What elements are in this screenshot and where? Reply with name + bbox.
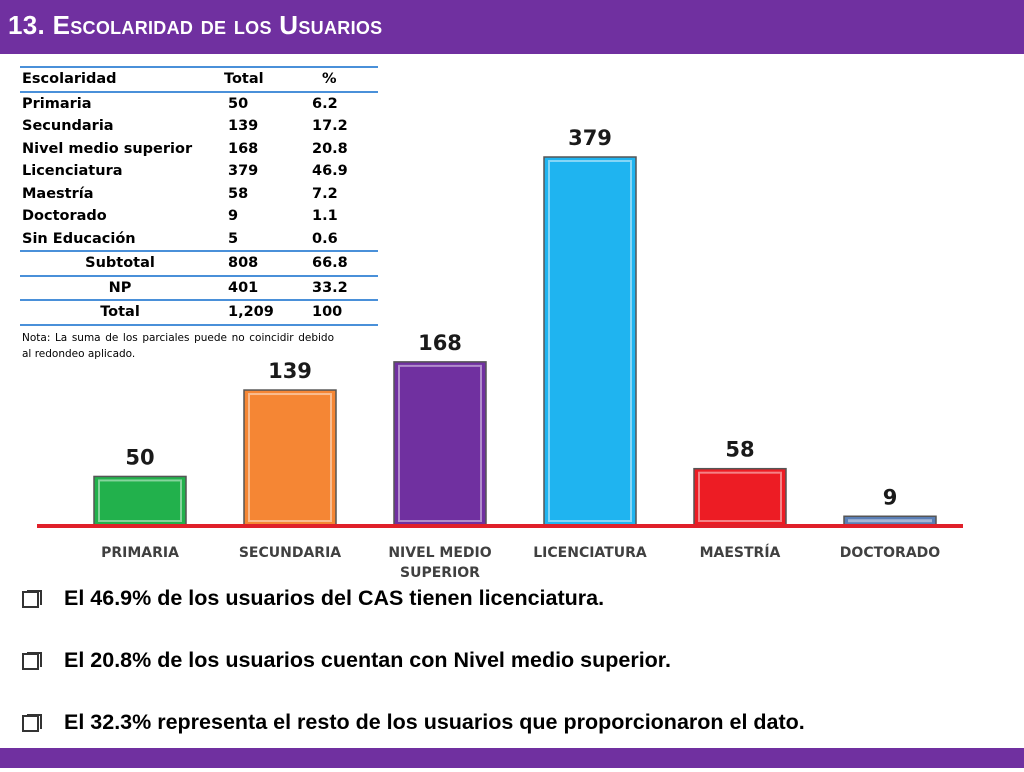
- table-cell: 1,209: [228, 304, 274, 321]
- table-cell: 808: [228, 255, 259, 272]
- table-cell: 0.6: [312, 230, 338, 247]
- category-label: PRIMARIA: [101, 545, 179, 561]
- category-label: SECUNDARIA: [239, 545, 341, 561]
- data-label: 58: [725, 438, 754, 462]
- bar: [243, 389, 337, 526]
- table-cell: Nivel medio superior: [22, 140, 193, 157]
- checkbox-bullet-icon: [22, 652, 42, 670]
- np-row: NP 401 33.2: [20, 276, 378, 300]
- table-cell: 5: [228, 230, 239, 247]
- table-cell: 168: [228, 140, 259, 157]
- table-header-cell: %: [322, 71, 337, 88]
- table-cell: Secundaria: [22, 118, 114, 135]
- bar: [393, 361, 487, 526]
- table-row: Primaria 50 6.2: [20, 92, 378, 116]
- table-cell: 20.8: [312, 140, 348, 157]
- table-cell: 50: [228, 95, 249, 112]
- category-label: NIVEL MEDIO: [388, 545, 491, 561]
- category-label: SUPERIOR: [400, 565, 480, 581]
- table-row: Maestría 58 7.2: [20, 183, 378, 206]
- data-label: 379: [568, 126, 612, 150]
- table-cell: 401: [228, 279, 259, 296]
- bullet-list: El 46.9% de los usuarios del CAS tienen …: [18, 586, 1018, 772]
- slide-title: 13. Escolaridad de los Usuarios: [8, 10, 383, 40]
- bullet-item: El 46.9% de los usuarios del CAS tienen …: [18, 586, 1018, 648]
- table-header-row: Escolaridad Total %: [20, 67, 378, 92]
- bar-chart: 50 PRIMARIA 139 SECUNDARIA 168 NIVEL MEDIO SUP…: [37, 126, 963, 581]
- table-header-cell: Escolaridad: [22, 71, 117, 88]
- checkbox-bullet-icon: [22, 714, 42, 732]
- table-row: Licenciatura 379 46.9: [20, 160, 378, 183]
- bullet-item: El 20.8% de los usuarios cuentan con Niv…: [18, 648, 1018, 710]
- bar: [93, 475, 187, 526]
- table-cell: Licenciatura: [22, 163, 123, 180]
- table-row: Nivel medio superior 168 20.8: [20, 138, 378, 161]
- table-cell: Primaria: [22, 95, 92, 112]
- bullet-item: El 32.3% representa el resto de los usua…: [18, 710, 1018, 772]
- table-cell: 1.1: [312, 208, 338, 225]
- table-cell: Doctorado: [22, 208, 107, 225]
- table-cell: 17.2: [312, 118, 348, 135]
- bullet-text: El 20.8% de los usuarios cuentan con Niv…: [64, 648, 671, 672]
- table-cell: 139: [228, 118, 259, 135]
- data-label: 168: [418, 331, 462, 355]
- table-cell: 379: [228, 163, 259, 180]
- subtotal-row: Subtotal 808 66.8: [20, 251, 378, 276]
- table-cell: 100: [312, 304, 343, 321]
- table-cell: Sin Educación: [22, 230, 136, 247]
- table-row: Secundaria 139 17.2: [20, 115, 378, 138]
- category-label: DOCTORADO: [840, 545, 940, 561]
- table-cell: 33.2: [312, 279, 348, 296]
- table-row: Doctorado 9 1.1: [20, 205, 378, 228]
- bar: [543, 156, 637, 526]
- table-cell: 66.8: [312, 255, 348, 272]
- bar-highlight: [698, 471, 782, 523]
- bar-highlight: [848, 519, 932, 523]
- bottom-bar: [0, 748, 1024, 768]
- bullet-text: El 32.3% representa el resto de los usua…: [64, 710, 805, 734]
- bullet-text: El 46.9% de los usuarios del CAS tienen …: [64, 586, 605, 610]
- bar-highlight: [548, 160, 632, 522]
- data-label: 139: [268, 359, 312, 383]
- table-cell: Total: [100, 304, 140, 321]
- bar-highlight: [248, 393, 332, 522]
- title-bar: 13. Escolaridad de los Usuarios: [0, 0, 1024, 54]
- table-cell: Maestría: [22, 185, 94, 202]
- data-label: 50: [125, 445, 154, 469]
- table-cell: 6.2: [312, 95, 338, 112]
- table-cell: 58: [228, 185, 249, 202]
- bar-highlight: [398, 364, 482, 522]
- bar: [693, 467, 787, 526]
- category-label: LICENCIATURA: [533, 545, 647, 561]
- total-row: Total 1,209 100: [20, 300, 378, 325]
- table-cell: Subtotal: [85, 255, 155, 272]
- table-cell: 46.9: [312, 163, 348, 180]
- bar-highlight: [98, 479, 182, 523]
- category-label: MAESTRÍA: [700, 544, 781, 561]
- checkbox-bullet-icon: [22, 590, 42, 608]
- table-cell: NP: [108, 279, 132, 296]
- table-cell: 7.2: [312, 185, 338, 202]
- escolaridad-table: Escolaridad Total % Primaria 50 6.2 Secu…: [20, 66, 378, 326]
- table-note: Nota: La suma de los parciales puede no …: [22, 332, 334, 360]
- data-label: 9: [883, 485, 898, 509]
- table-header-cell: Total: [224, 71, 264, 88]
- table-cell: 9: [228, 208, 239, 225]
- table-row: Sin Educación 5 0.6: [20, 228, 378, 252]
